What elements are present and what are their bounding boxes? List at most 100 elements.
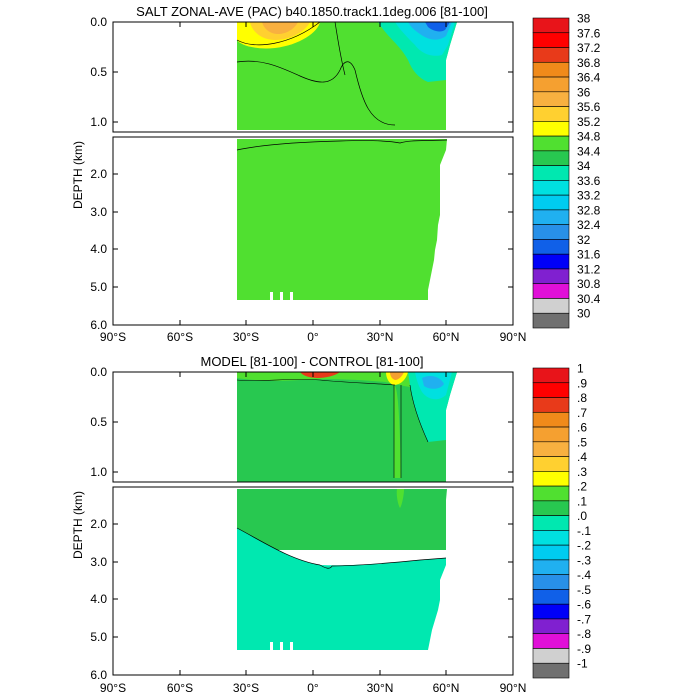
colorbar-level-label: 37.2 — [577, 41, 601, 55]
colorbar-swatch — [532, 618, 570, 635]
colorbar-swatch — [532, 411, 570, 428]
colorbar-level-label: 34.4 — [577, 144, 601, 158]
colorbar-level-label: -.9 — [577, 642, 591, 656]
colorbar-swatch — [532, 603, 570, 620]
colorbar-level-label: 34.8 — [577, 130, 601, 144]
colorbar-level-label: .0 — [577, 509, 587, 523]
colorbar-swatch — [532, 298, 570, 314]
colorbar-level-label: 33.6 — [577, 174, 601, 188]
colorbar-swatch — [532, 397, 570, 413]
colorbar-level-label: 38 — [577, 12, 591, 26]
colorbar-level-label: 36.4 — [577, 71, 601, 85]
diff-lower-contour — [236, 527, 447, 569]
y-tick-label: 4.0 — [90, 592, 107, 606]
x-tick-label: 90°N — [500, 681, 527, 695]
x-tick-label: 30°S — [233, 330, 259, 344]
x-ticks: 90°S 60°S 30°S 0° 30°N 60°N 90°N — [100, 372, 526, 695]
colorbar-level-label: -.3 — [577, 553, 591, 567]
colorbar-swatch — [532, 32, 570, 48]
colorbar-swatch — [532, 76, 570, 93]
colorbar-level-label: 34 — [577, 159, 591, 173]
colorbar-level-label: 37.6 — [577, 26, 601, 40]
colorbar-level-label: .9 — [577, 376, 587, 390]
colorbar-swatch — [532, 239, 570, 255]
colorbar-swatch — [532, 530, 570, 546]
colorbar-swatch — [532, 544, 570, 561]
colorbar-swatch — [532, 426, 570, 443]
salt-contour-1 — [236, 60, 396, 126]
colorbar-swatch — [532, 648, 570, 664]
diff-orange-spot — [390, 372, 404, 380]
colorbar-swatch — [532, 367, 570, 384]
colorbar-swatch — [532, 150, 570, 166]
colorbar-level-label: .8 — [577, 391, 587, 405]
colorbar-level-label: 32.4 — [577, 218, 601, 232]
y-tick-label: 2.0 — [90, 167, 107, 181]
colorbar-swatch — [532, 312, 570, 329]
x-tick-label: 90°S — [100, 330, 126, 344]
colorbar-swatch — [532, 662, 570, 679]
colorbar-level-label: 31.2 — [577, 262, 601, 276]
colorbar-swatch — [532, 61, 570, 78]
y-tick-label: 0.5 — [90, 65, 107, 79]
colorbar-swatch — [532, 574, 570, 590]
colorbar-level-label: -.6 — [577, 598, 591, 612]
colorbar-swatch — [532, 456, 570, 472]
y-tick-label: 5.0 — [90, 630, 107, 644]
colorbar-swatch — [532, 633, 570, 649]
y-tick-label: 3.0 — [90, 205, 107, 219]
colorbar-swatch — [532, 194, 570, 211]
x-tick-label: 60°S — [167, 681, 193, 695]
colorbar-level-label: 31.6 — [577, 248, 601, 262]
x-tick-label: 30°N — [367, 681, 394, 695]
y-tick-label: 3.0 — [90, 555, 107, 569]
salt-orange-blob — [262, 22, 298, 34]
colorbar-swatch — [532, 441, 570, 457]
y-ticks-upper: 0.0 0.5 1.0 — [90, 365, 513, 479]
colorbar-swatch — [532, 382, 570, 398]
colorbar-level-label: -.4 — [577, 568, 591, 582]
salt-lower-contour — [236, 139, 448, 151]
colorbar: 3837.637.236.836.43635.635.234.834.43433… — [532, 12, 601, 329]
salt-upper-field — [236, 21, 457, 130]
colorbar-level-label: .4 — [577, 450, 587, 464]
colorbar-level-label: -1 — [577, 657, 588, 671]
diff-green-tongue — [393, 385, 401, 478]
y-tick-label: 2.0 — [90, 517, 107, 531]
colorbar-level-label: -.8 — [577, 627, 591, 641]
x-ticks: 90°S 60°S 30°S 0° 30°N 60°N 90°N — [100, 22, 526, 344]
panel-salinity: SALT ZONAL-AVE (PAC) b40.1850.track1.1de… — [71, 4, 601, 344]
x-tick-label: 90°N — [500, 330, 527, 344]
y-tick-label: 4.0 — [90, 242, 107, 256]
colorbar-level-label: .7 — [577, 406, 587, 420]
salt-blue-region — [425, 22, 450, 32]
y-axis-label: DEPTH (km) — [71, 141, 85, 209]
diff-contour-b — [393, 385, 402, 478]
colorbar-level-label: 32 — [577, 233, 591, 247]
colorbar-level-label: 36 — [577, 85, 591, 99]
colorbar: 1.9.8.7.6.5.4.3.2.1.0-.1-.2-.3-.4-.5-.6-… — [532, 362, 591, 679]
diff-brown-spot — [300, 372, 340, 378]
x-tick-label: 60°N — [433, 681, 460, 695]
colorbar-swatch — [532, 47, 570, 63]
colorbar-level-label: 32.8 — [577, 203, 601, 217]
colorbar-swatch — [532, 253, 570, 270]
diff-lower-tongue — [396, 489, 404, 508]
y-axis-label: DEPTH (km) — [71, 491, 85, 559]
x-tick-label: 30°S — [233, 681, 259, 695]
diff-lower-field — [236, 489, 447, 650]
colorbar-swatch — [532, 91, 570, 107]
y-tick-label: 0.0 — [90, 15, 107, 29]
colorbar-level-label: -.5 — [577, 583, 591, 597]
colorbar-swatch — [532, 283, 570, 299]
y-tick-label: 1.0 — [90, 115, 107, 129]
colorbar-level-label: 35.2 — [577, 115, 601, 129]
colorbar-swatch — [532, 559, 570, 575]
colorbar-swatch — [532, 106, 570, 122]
salt-contour-3 — [236, 21, 321, 46]
colorbar-swatch — [532, 165, 570, 181]
colorbar-swatch — [532, 515, 570, 531]
colorbar-level-label: .2 — [577, 480, 587, 494]
colorbar-level-label: -.7 — [577, 612, 591, 626]
panel-title: SALT ZONAL-AVE (PAC) b40.1850.track1.1de… — [136, 4, 488, 19]
